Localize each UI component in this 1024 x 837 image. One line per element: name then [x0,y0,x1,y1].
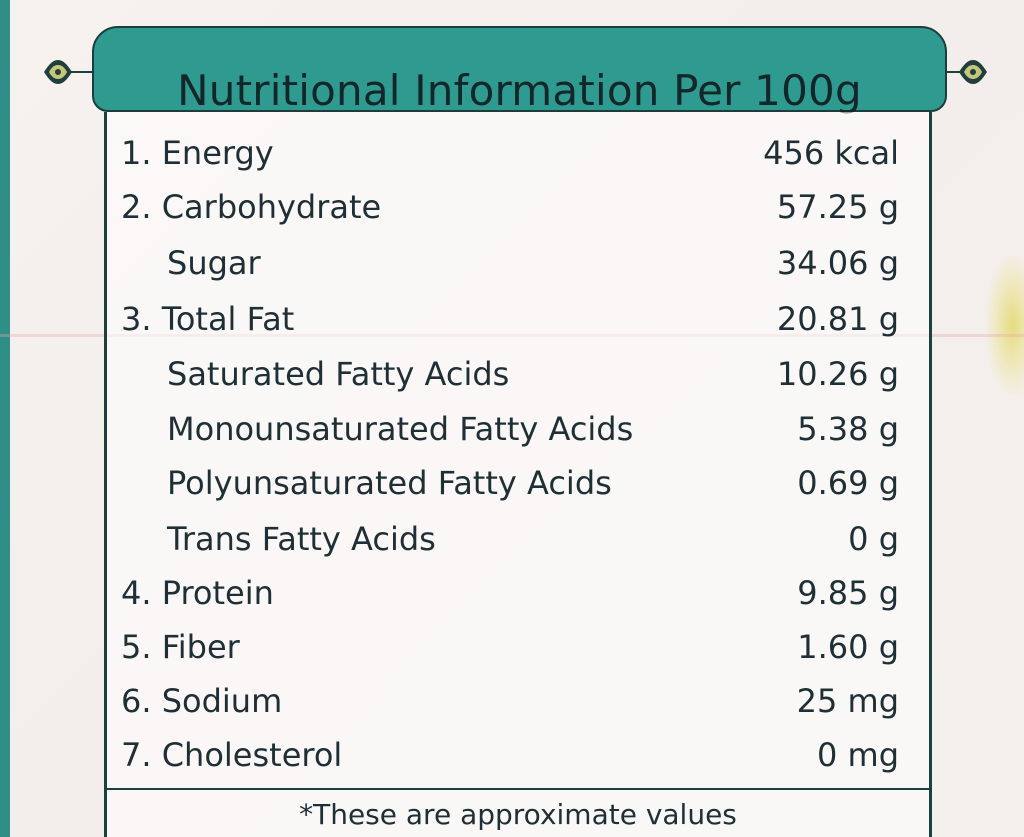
table-row: Trans Fatty Acids 0 g [107,512,929,566]
table-row: Polyunsaturated Fatty Acids 0.69 g [107,456,929,510]
yellow-stain [986,255,1024,395]
table-row: 3. Total Fat 20.81 g [107,292,929,346]
ornament-left-icon [42,58,74,86]
left-edge-strip [0,0,10,837]
nutrient-label: 2. Carbohydrate [121,188,382,226]
nutrient-label: 4. Protein [121,574,274,612]
nutrition-table: 1. Energy 456 kcal 2. Carbohydrate 57.25… [104,112,932,837]
nutrient-label: Sugar [167,244,261,282]
nutrient-value: 0 g [848,520,899,558]
nutrient-value: 0.69 g [797,464,899,502]
nutrient-value: 456 kcal [763,134,899,172]
nutrient-label: Trans Fatty Acids [167,520,436,558]
table-row: 6. Sodium 25 mg [107,674,929,728]
nutrient-label: 5. Fiber [121,628,240,666]
nutrient-label: Polyunsaturated Fatty Acids [167,464,612,502]
nutrient-label: Monounsaturated Fatty Acids [167,410,634,448]
table-row: Saturated Fatty Acids 10.26 g [107,347,929,401]
left-connector-line [70,71,94,73]
table-row: 1. Energy 456 kcal [107,126,929,180]
nutrient-value: 10.26 g [776,355,899,393]
nutrient-label: Saturated Fatty Acids [167,355,510,393]
nutrient-label: 7. Cholesterol [121,736,343,774]
right-connector-line [945,71,963,73]
nutrient-value: 0 mg [816,736,899,774]
nutrient-label: 6. Sodium [121,682,283,720]
table-row: 7. Cholesterol 0 mg [107,728,929,782]
header-banner: Nutritional Information Per 100g [92,26,947,115]
footer-divider [107,788,929,790]
nutrient-label: 3. Total Fat [121,300,295,338]
nutrient-value: 25 mg [796,682,899,720]
nutrient-value: 20.81 g [776,300,899,338]
table-row: 2. Carbohydrate 57.25 g [107,180,929,234]
table-row: 4. Protein 9.85 g [107,566,929,620]
ornament-right-icon [957,58,989,86]
nutrient-value: 9.85 g [797,574,899,612]
nutrient-value: 5.38 g [797,410,899,448]
nutrient-value: 34.06 g [776,244,899,282]
table-row: Monounsaturated Fatty Acids 5.38 g [107,402,929,456]
table-row: 5. Fiber 1.60 g [107,620,929,674]
nutrient-label: 1. Energy [121,134,274,172]
footnote: *These are approximate values [299,798,737,831]
nutrient-value: 1.60 g [797,628,899,666]
page-title: Nutritional Information Per 100g [177,66,862,115]
table-row: Sugar 34.06 g [107,236,929,290]
nutrient-value: 57.25 g [776,188,899,226]
